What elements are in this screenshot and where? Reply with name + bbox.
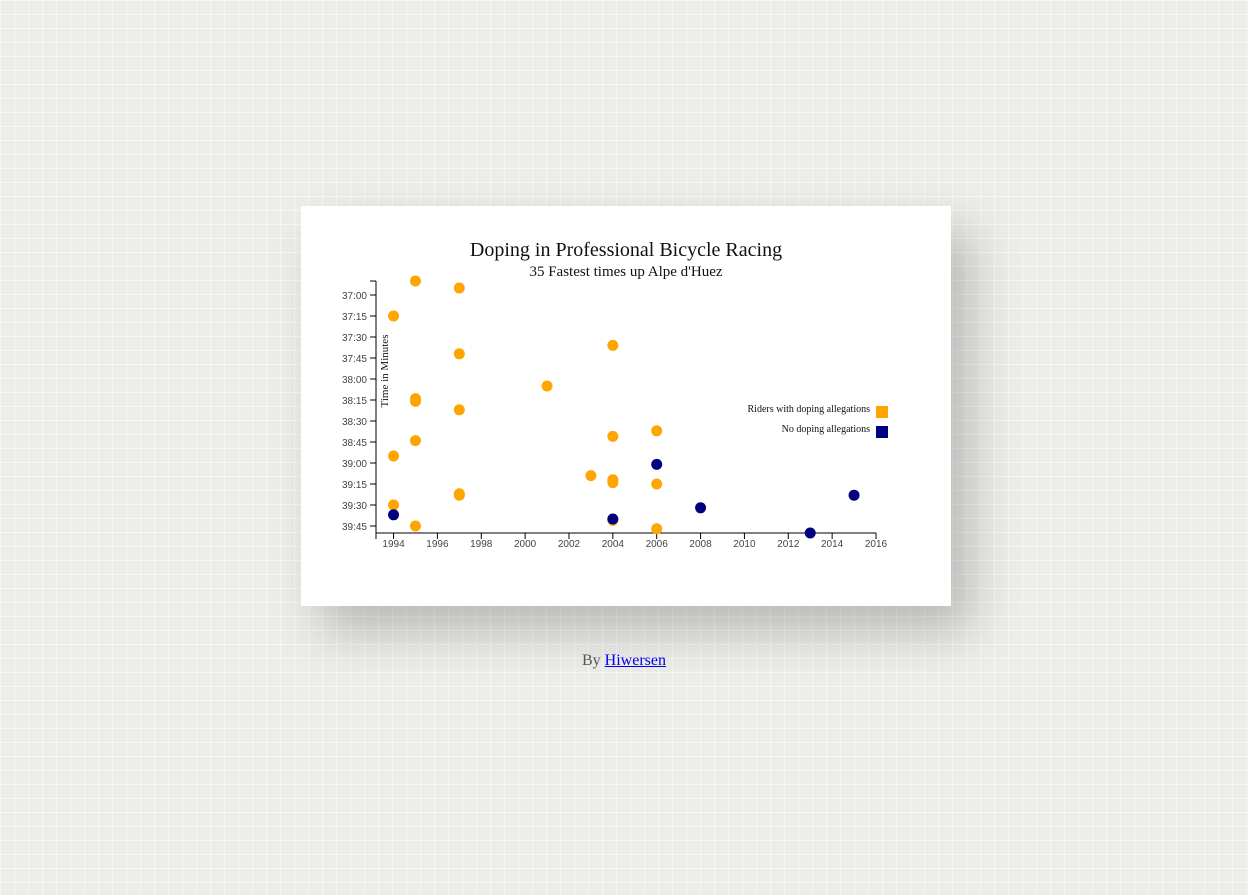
x-tick-label: 1998: [470, 539, 493, 550]
data-point[interactable]: [695, 502, 707, 514]
x-tick-label: 2002: [558, 539, 581, 550]
data-point[interactable]: [651, 523, 663, 535]
data-point[interactable]: [607, 513, 619, 525]
x-axis: 1994 1996 1998 2000 2002 2004 2006 2008 2010 2012…: [375, 532, 888, 550]
data-point[interactable]: [388, 499, 400, 511]
data-point[interactable]: [453, 489, 465, 501]
legend-swatch: [876, 406, 888, 418]
data-point[interactable]: [409, 520, 421, 532]
chart-subtitle: 35 Fastest times up Alpe d'Huez: [529, 264, 722, 280]
x-tick-label: 1996: [426, 539, 449, 550]
data-point[interactable]: [388, 509, 400, 521]
author-link[interactable]: Hiwersen: [604, 652, 666, 669]
data-point[interactable]: [453, 282, 465, 294]
x-tick-label: 2016: [865, 539, 888, 550]
legend-label: No doping allegations: [782, 424, 870, 435]
y-tick-label: 37:00: [342, 291, 367, 302]
legend-label: Riders with doping allegations: [748, 404, 871, 415]
data-point[interactable]: [651, 458, 663, 470]
data-point[interactable]: [585, 470, 597, 482]
y-tick-label: 37:45: [342, 354, 367, 365]
data-point[interactable]: [388, 310, 400, 322]
data-point[interactable]: [388, 450, 400, 462]
data-point[interactable]: [651, 425, 663, 437]
data-point[interactable]: [848, 489, 860, 501]
data-point[interactable]: [804, 527, 816, 539]
chart-card: Doping in Professional Bicycle Racing 35…: [301, 206, 951, 606]
data-point[interactable]: [607, 339, 619, 351]
legend-swatch: [876, 426, 888, 438]
x-tick-label: 2000: [514, 539, 537, 550]
data-point[interactable]: [409, 395, 421, 407]
x-tick-label: 2010: [733, 539, 756, 550]
y-tick-label: 38:00: [342, 375, 367, 386]
y-tick-label: 38:30: [342, 417, 367, 428]
y-tick-label: 39:15: [342, 480, 367, 491]
x-tick-label: 2004: [602, 539, 625, 550]
y-tick-label: 39:00: [342, 459, 367, 470]
legend: Riders with doping allegations No doping …: [748, 404, 888, 438]
y-axis-title: Time in Minutes: [379, 335, 391, 408]
y-tick-label: 38:15: [342, 396, 367, 407]
data-point[interactable]: [409, 435, 421, 447]
data-point[interactable]: [607, 477, 619, 489]
data-point[interactable]: [453, 348, 465, 360]
x-tick-label: 1994: [382, 539, 405, 550]
data-points: [388, 275, 860, 539]
data-point[interactable]: [453, 404, 465, 416]
x-tick-label: 2012: [777, 539, 800, 550]
y-tick-label: 37:15: [342, 312, 367, 323]
data-point[interactable]: [541, 380, 553, 392]
y-tick-label: 37:30: [342, 333, 367, 344]
scatter-chart: Doping in Professional Bicycle Racing 35…: [342, 239, 888, 550]
y-tick-label: 38:45: [342, 438, 367, 449]
footer-by-text: By: [582, 652, 601, 669]
y-tick-label: 39:30: [342, 501, 367, 512]
data-point[interactable]: [607, 430, 619, 442]
x-tick-label: 2014: [821, 539, 844, 550]
y-axis: 37:00 37:15 37:30 37:45 38:00 38:15 38:30 38:45…: [342, 280, 377, 533]
footer: By Hiwersen: [0, 652, 1248, 670]
x-tick-label: 2006: [646, 539, 669, 550]
x-tick-label: 2008: [689, 539, 712, 550]
y-tick-label: 39:45: [342, 522, 367, 533]
chart-title: Doping in Professional Bicycle Racing: [470, 239, 782, 261]
data-point[interactable]: [409, 275, 421, 287]
data-point[interactable]: [651, 478, 663, 490]
